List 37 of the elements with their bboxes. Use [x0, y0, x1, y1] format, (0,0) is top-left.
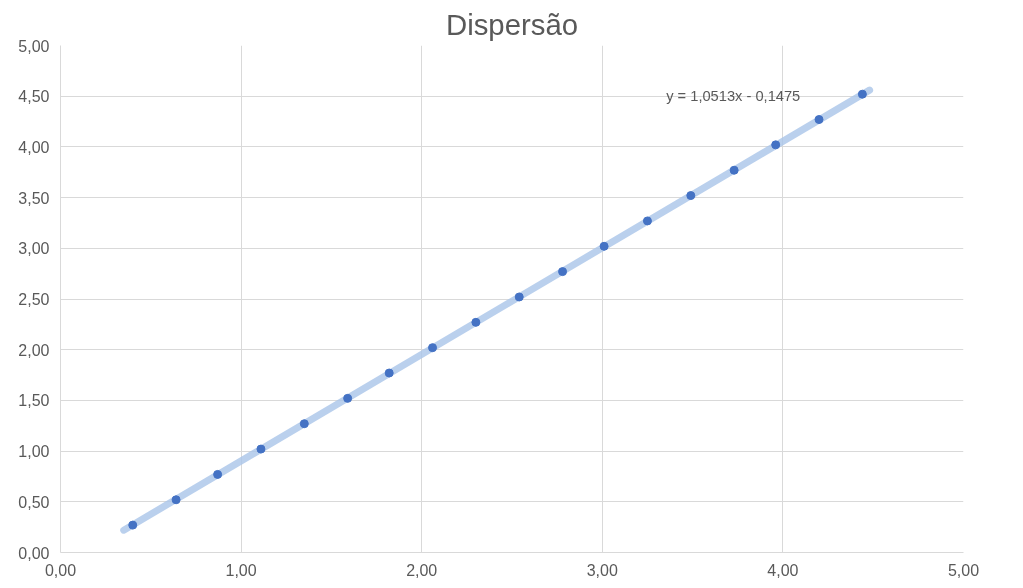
point — [384, 368, 394, 378]
point — [814, 115, 824, 125]
point — [256, 444, 266, 454]
x-tick-label: 0,00 — [44, 561, 77, 579]
point — [128, 520, 138, 530]
x-tick-label: 3,00 — [586, 561, 618, 579]
y-tick-label: 4,00 — [18, 138, 50, 156]
point — [642, 216, 652, 226]
y-tick-label: 2,00 — [18, 341, 50, 359]
point — [857, 89, 867, 99]
point — [471, 317, 481, 327]
x-tick-label: 2,00 — [406, 561, 438, 579]
y-tick-label: 0,00 — [18, 544, 50, 562]
y-tick-label: 2,50 — [18, 291, 50, 308]
point — [171, 495, 181, 505]
point — [729, 165, 739, 175]
y-tick-label: 5,00 — [18, 37, 50, 55]
chart-title: Dispersão — [445, 7, 579, 41]
y-tick-label: 1,00 — [18, 443, 50, 461]
x-tick-label: 4,00 — [767, 561, 799, 579]
point — [599, 241, 609, 251]
point — [213, 469, 223, 479]
y-tick-label: 3,00 — [18, 240, 50, 258]
x-tick-label: 1,00 — [225, 561, 257, 579]
y-tick-label: 3,50 — [18, 189, 50, 207]
point — [299, 419, 309, 429]
point — [686, 191, 696, 201]
annotation: y = 1,0513x - 0,1475 — [666, 88, 801, 105]
y-tick-label: 0,50 — [18, 493, 50, 511]
y-tick-label: 1,50 — [18, 392, 50, 410]
y-tick-label: 4,50 — [18, 88, 50, 106]
point — [514, 292, 524, 302]
point — [343, 393, 353, 403]
point — [428, 343, 438, 353]
point — [558, 267, 568, 277]
x-tick-label: 5,00 — [947, 561, 980, 579]
point — [771, 140, 781, 150]
